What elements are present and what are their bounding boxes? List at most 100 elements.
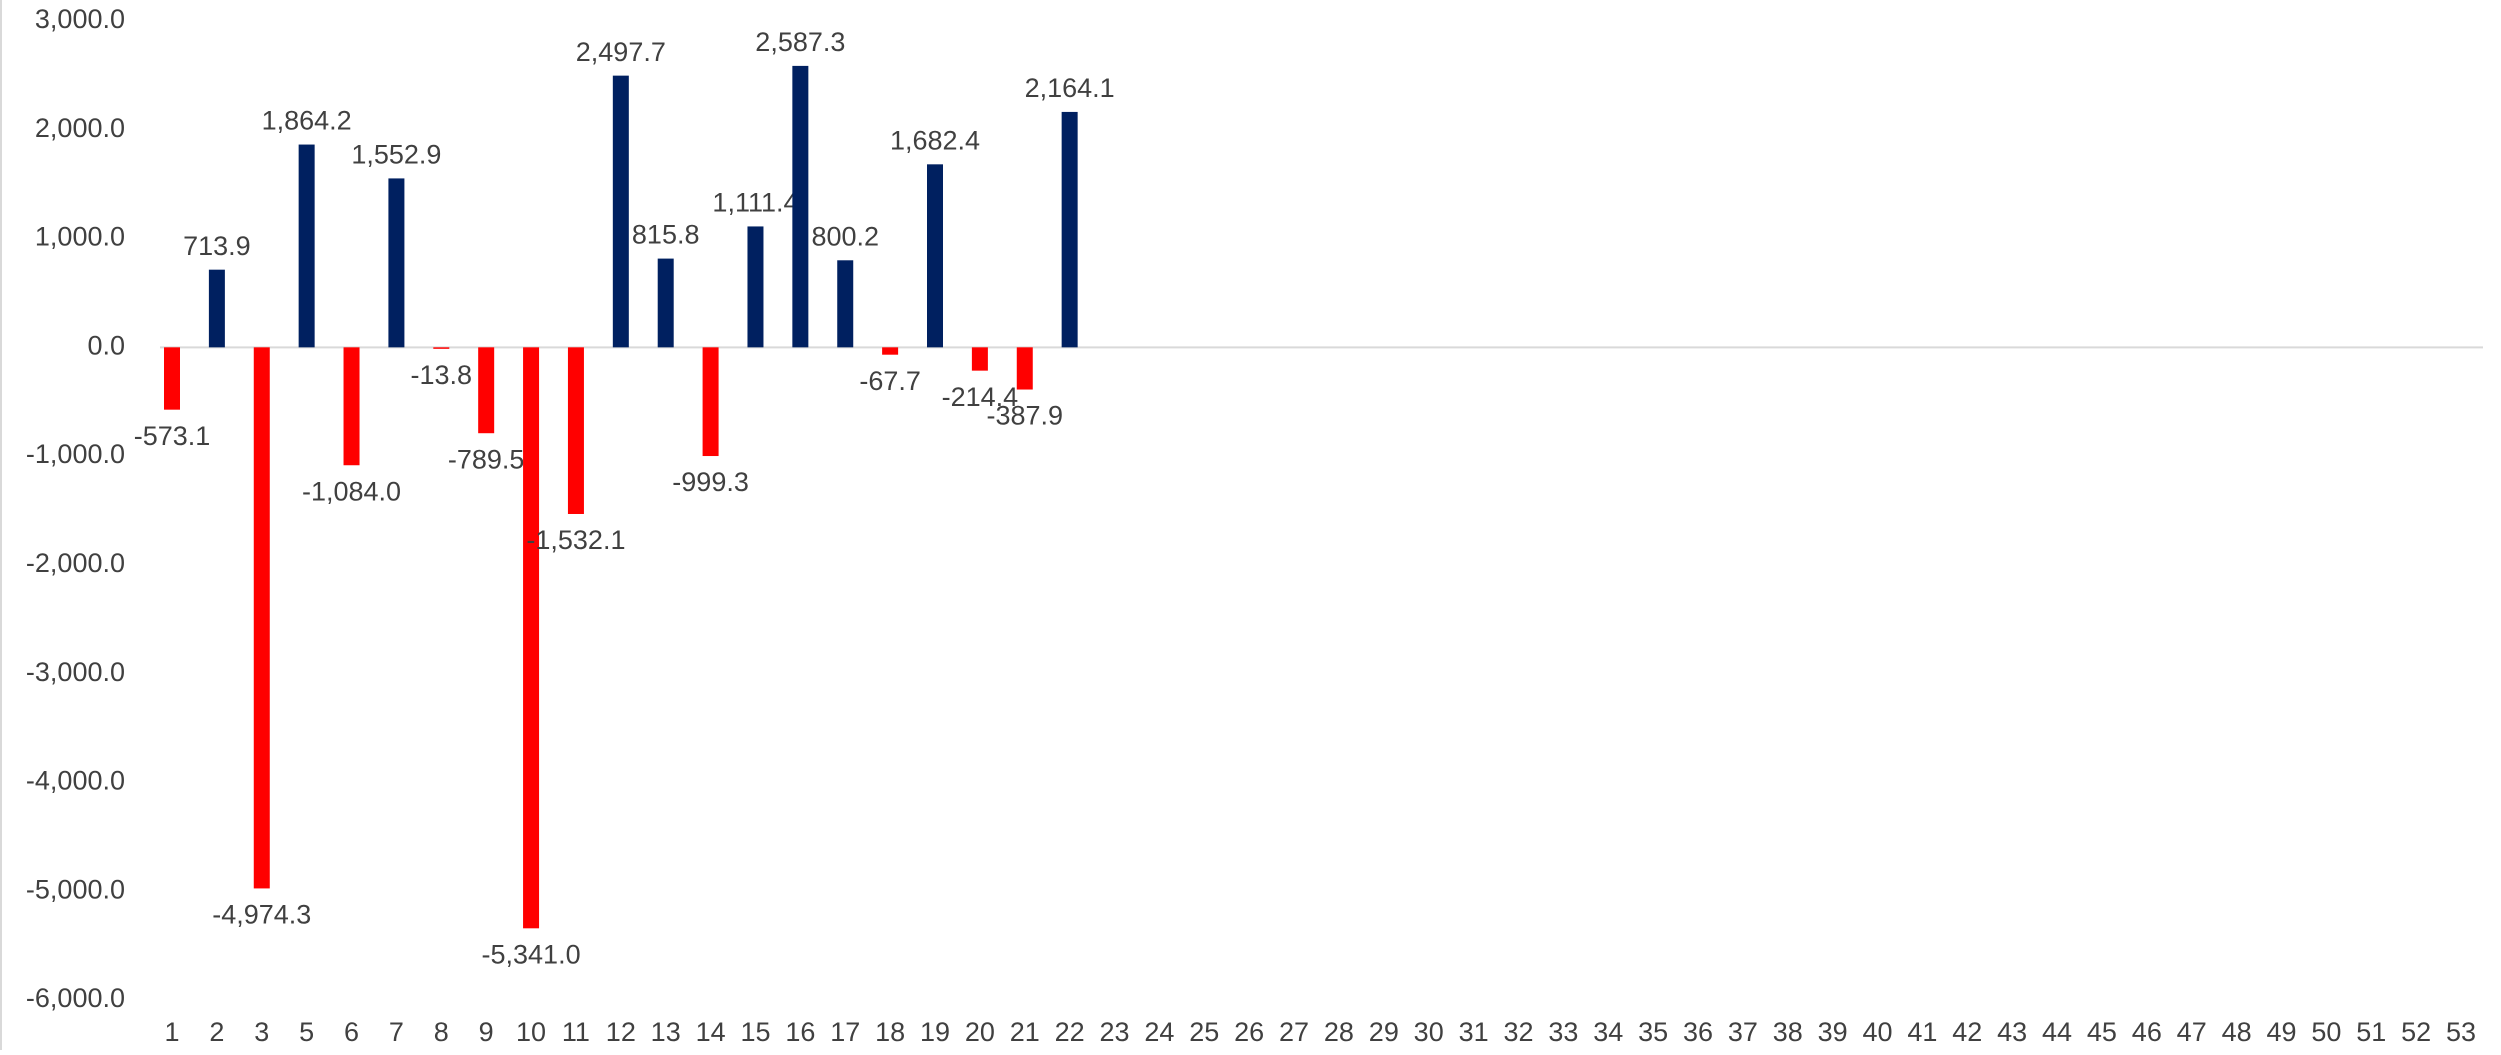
x-tick-label: 22 bbox=[1055, 1017, 1085, 1047]
x-tick-label: 13 bbox=[651, 1017, 681, 1047]
bar bbox=[523, 347, 540, 929]
x-tick-label: 14 bbox=[696, 1017, 726, 1047]
bar bbox=[747, 226, 764, 348]
x-tick-label: 36 bbox=[1683, 1017, 1713, 1047]
x-tick-label: 8 bbox=[434, 1017, 449, 1047]
x-tick-label: 19 bbox=[920, 1017, 950, 1047]
x-tick-label: 20 bbox=[965, 1017, 995, 1047]
y-tick-label: -4,000.0 bbox=[26, 766, 125, 796]
data-label: 1,864.2 bbox=[262, 106, 352, 136]
x-tick-label: 26 bbox=[1234, 1017, 1264, 1047]
x-tick-label: 28 bbox=[1324, 1017, 1354, 1047]
data-label: 1,552.9 bbox=[351, 140, 441, 170]
x-tick-label: 43 bbox=[1997, 1017, 2027, 1047]
x-tick-label: 3 bbox=[254, 1017, 269, 1047]
bar bbox=[837, 260, 854, 348]
x-tick-label: 35 bbox=[1638, 1017, 1668, 1047]
data-label: 1,111.4 bbox=[712, 188, 798, 218]
data-label: 713.9 bbox=[183, 231, 251, 261]
x-tick-label: 38 bbox=[1773, 1017, 1803, 1047]
x-tick-label: 42 bbox=[1952, 1017, 1982, 1047]
x-tick-label: 45 bbox=[2087, 1017, 2117, 1047]
bar bbox=[927, 164, 943, 348]
x-tick-label: 46 bbox=[2132, 1017, 2162, 1047]
x-tick-label: 16 bbox=[785, 1017, 815, 1047]
bar bbox=[1061, 111, 1078, 348]
y-tick-label: 3,000.0 bbox=[35, 4, 125, 34]
x-tick-label: 12 bbox=[606, 1017, 636, 1047]
x-tick-label: 50 bbox=[2311, 1017, 2341, 1047]
bar bbox=[478, 347, 495, 434]
data-label: 2,497.7 bbox=[576, 37, 666, 67]
x-tick-label: 34 bbox=[1593, 1017, 1623, 1047]
x-tick-label: 17 bbox=[830, 1017, 860, 1047]
x-tick-label: 29 bbox=[1369, 1017, 1399, 1047]
y-tick-label: -1,000.0 bbox=[26, 439, 125, 469]
bar bbox=[612, 75, 629, 348]
data-label: -1,084.0 bbox=[302, 476, 401, 506]
y-tick-label: 1,000.0 bbox=[35, 222, 125, 252]
x-tick-label: 5 bbox=[299, 1017, 314, 1047]
y-tick-label: 0.0 bbox=[87, 330, 125, 360]
bar bbox=[882, 347, 899, 355]
x-tick-label: 39 bbox=[1818, 1017, 1848, 1047]
bar bbox=[657, 258, 674, 348]
x-tick-label: 1 bbox=[164, 1017, 179, 1047]
y-tick-label: -5,000.0 bbox=[26, 874, 125, 904]
data-label: 815.8 bbox=[632, 220, 700, 250]
data-label: 1,682.4 bbox=[890, 125, 980, 155]
bar bbox=[298, 144, 315, 348]
bar bbox=[433, 347, 450, 349]
data-label: -1,532.1 bbox=[526, 525, 625, 555]
x-tick-label: 52 bbox=[2401, 1017, 2431, 1047]
bar bbox=[164, 347, 180, 410]
x-tick-label: 11 bbox=[562, 1017, 590, 1047]
data-label: -789.5 bbox=[448, 444, 525, 474]
bar bbox=[1016, 347, 1033, 390]
data-label: -573.1 bbox=[134, 421, 211, 451]
x-tick-label: 27 bbox=[1279, 1017, 1309, 1047]
x-tick-label: 32 bbox=[1503, 1017, 1533, 1047]
data-label: -4,974.3 bbox=[212, 900, 311, 930]
bar bbox=[567, 347, 584, 514]
bar bbox=[971, 347, 988, 371]
data-label: -67.7 bbox=[859, 366, 921, 396]
x-tick-label: 10 bbox=[516, 1017, 546, 1047]
bar bbox=[208, 269, 225, 348]
x-tick-label: 30 bbox=[1414, 1017, 1444, 1047]
bar bbox=[792, 65, 809, 348]
data-label: -214.4 bbox=[942, 382, 1019, 412]
x-tick-label: 9 bbox=[479, 1017, 494, 1047]
x-tick-label: 23 bbox=[1100, 1017, 1130, 1047]
y-tick-label: -6,000.0 bbox=[26, 983, 125, 1013]
bar bbox=[253, 347, 270, 889]
x-tick-label: 48 bbox=[2222, 1017, 2252, 1047]
x-tick-label: 49 bbox=[2266, 1017, 2296, 1047]
data-label: 2,164.1 bbox=[1025, 73, 1115, 103]
bar bbox=[343, 347, 360, 466]
x-tick-label: 44 bbox=[2042, 1017, 2072, 1047]
x-tick-label: 51 bbox=[2356, 1017, 2386, 1047]
bar bbox=[702, 347, 719, 457]
data-label: -387.9 bbox=[986, 401, 1063, 431]
x-tick-label: 53 bbox=[2446, 1017, 2476, 1047]
x-tick-label: 37 bbox=[1728, 1017, 1758, 1047]
x-tick-label: 15 bbox=[740, 1017, 770, 1047]
x-tick-label: 41 bbox=[1907, 1017, 1937, 1047]
x-tick-label: 21 bbox=[1010, 1017, 1040, 1047]
y-tick-label: -3,000.0 bbox=[26, 657, 125, 687]
x-tick-label: 7 bbox=[389, 1017, 404, 1047]
x-tick-label: 47 bbox=[2177, 1017, 2207, 1047]
data-label: -13.8 bbox=[411, 360, 473, 390]
y-tick-label: 2,000.0 bbox=[35, 113, 125, 143]
data-label: 800.2 bbox=[811, 221, 879, 251]
data-label: -999.3 bbox=[672, 467, 749, 497]
data-label: -5,341.0 bbox=[482, 939, 581, 969]
bar bbox=[388, 178, 405, 348]
x-tick-label: 25 bbox=[1189, 1017, 1219, 1047]
x-tick-label: 24 bbox=[1144, 1017, 1174, 1047]
x-tick-label: 6 bbox=[344, 1017, 359, 1047]
x-tick-label: 40 bbox=[1863, 1017, 1893, 1047]
x-tick-label: 2 bbox=[209, 1017, 224, 1047]
x-tick-label: 33 bbox=[1548, 1017, 1578, 1047]
